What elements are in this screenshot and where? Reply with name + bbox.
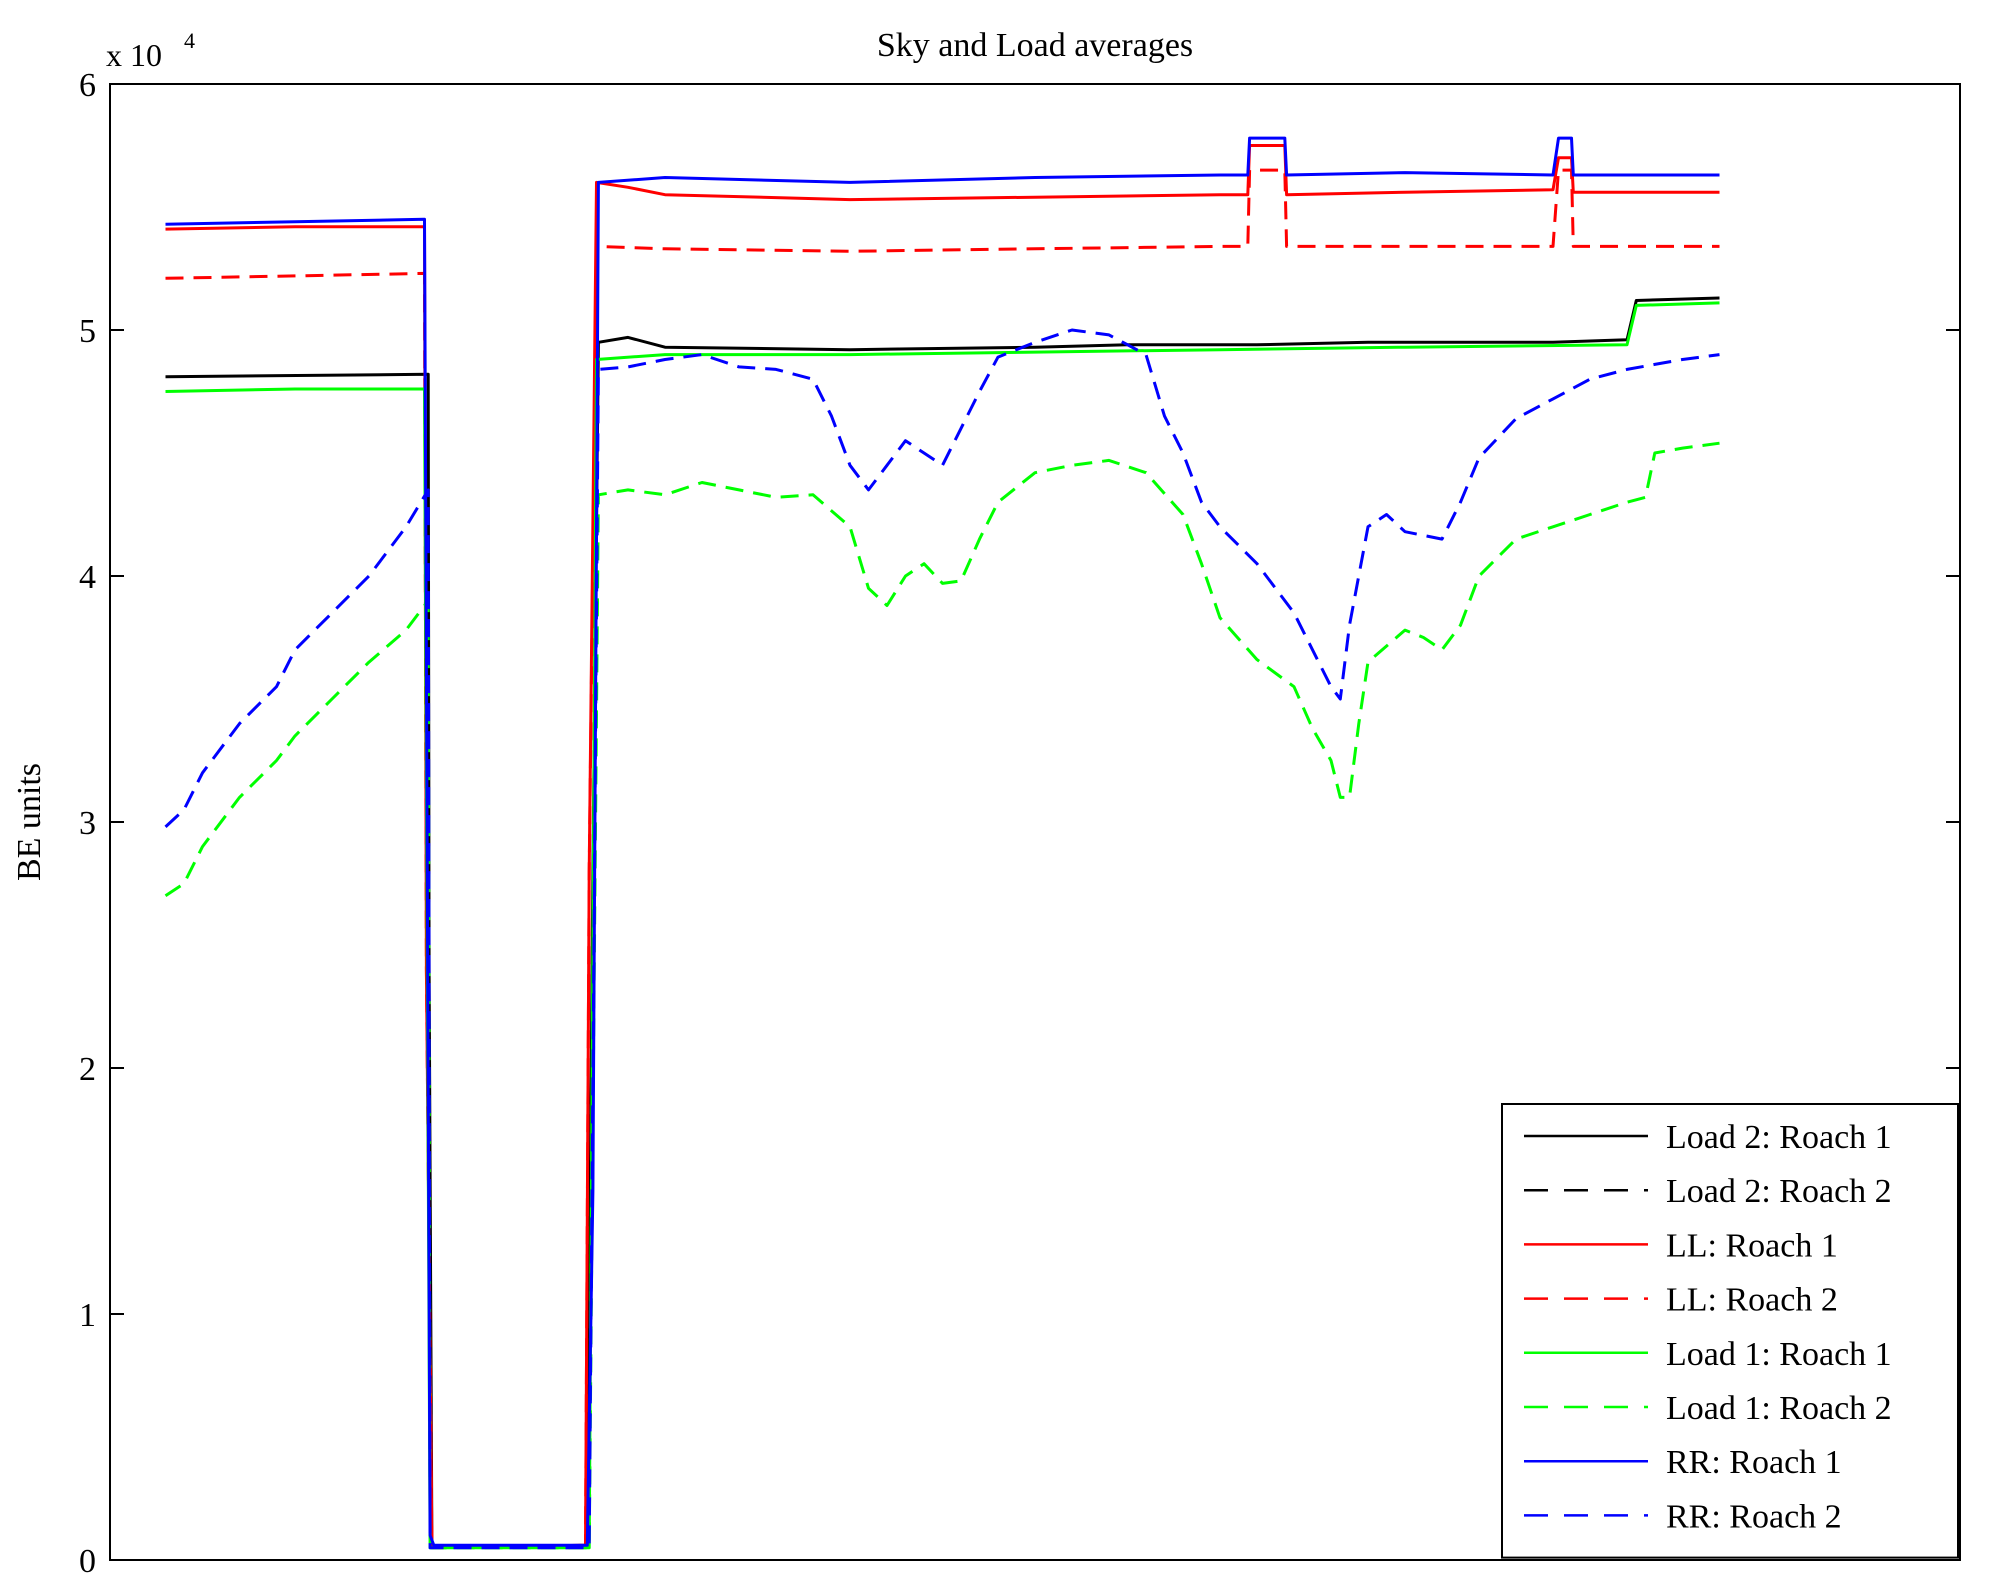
y-tick-label: 5 bbox=[79, 313, 96, 350]
y-axis-label: BE units bbox=[11, 763, 48, 881]
legend-label: LL: Roach 2 bbox=[1666, 1282, 1838, 1319]
y-tick-label: 2 bbox=[79, 1051, 96, 1088]
legend-label: Load 2: Roach 2 bbox=[1666, 1173, 1892, 1210]
y-axis-ticks: 0 1 2 3 4 5 6 bbox=[79, 67, 1960, 1580]
legend-label: RR: Roach 2 bbox=[1666, 1498, 1842, 1535]
legend-label: Load 1: Roach 1 bbox=[1666, 1336, 1892, 1373]
plot-frame bbox=[109, 83, 1961, 1561]
legend-label: RR: Roach 1 bbox=[1666, 1444, 1842, 1481]
legend-box bbox=[1501, 1103, 1959, 1559]
y-multiplier-base: x 10 bbox=[106, 37, 162, 73]
y-multiplier-exponent: 4 bbox=[184, 28, 195, 53]
y-tick-label: 6 bbox=[79, 67, 96, 104]
series-lines bbox=[164, 136, 1720, 1550]
y-tick-label: 0 bbox=[79, 1543, 96, 1580]
legend-label: Load 1: Roach 2 bbox=[1666, 1390, 1892, 1427]
legend-label: Load 2: Roach 1 bbox=[1666, 1119, 1892, 1156]
series-line-6 bbox=[165, 136, 1720, 1547]
y-tick-label: 3 bbox=[79, 805, 96, 842]
series-line-7 bbox=[164, 328, 1720, 1550]
legend-label: LL: Roach 1 bbox=[1666, 1227, 1838, 1264]
legend: Load 2: Roach 1 Load 2: Roach 2 LL: Roach … bbox=[1501, 1103, 1959, 1559]
y-tick-label: 4 bbox=[79, 559, 96, 596]
y-tick-label: 1 bbox=[79, 1297, 96, 1334]
chart-title: Sky and Load averages bbox=[877, 27, 1193, 64]
